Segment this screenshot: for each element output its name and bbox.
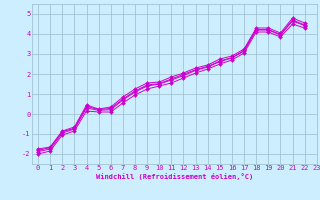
X-axis label: Windchill (Refroidissement éolien,°C): Windchill (Refroidissement éolien,°C) [96,173,253,180]
